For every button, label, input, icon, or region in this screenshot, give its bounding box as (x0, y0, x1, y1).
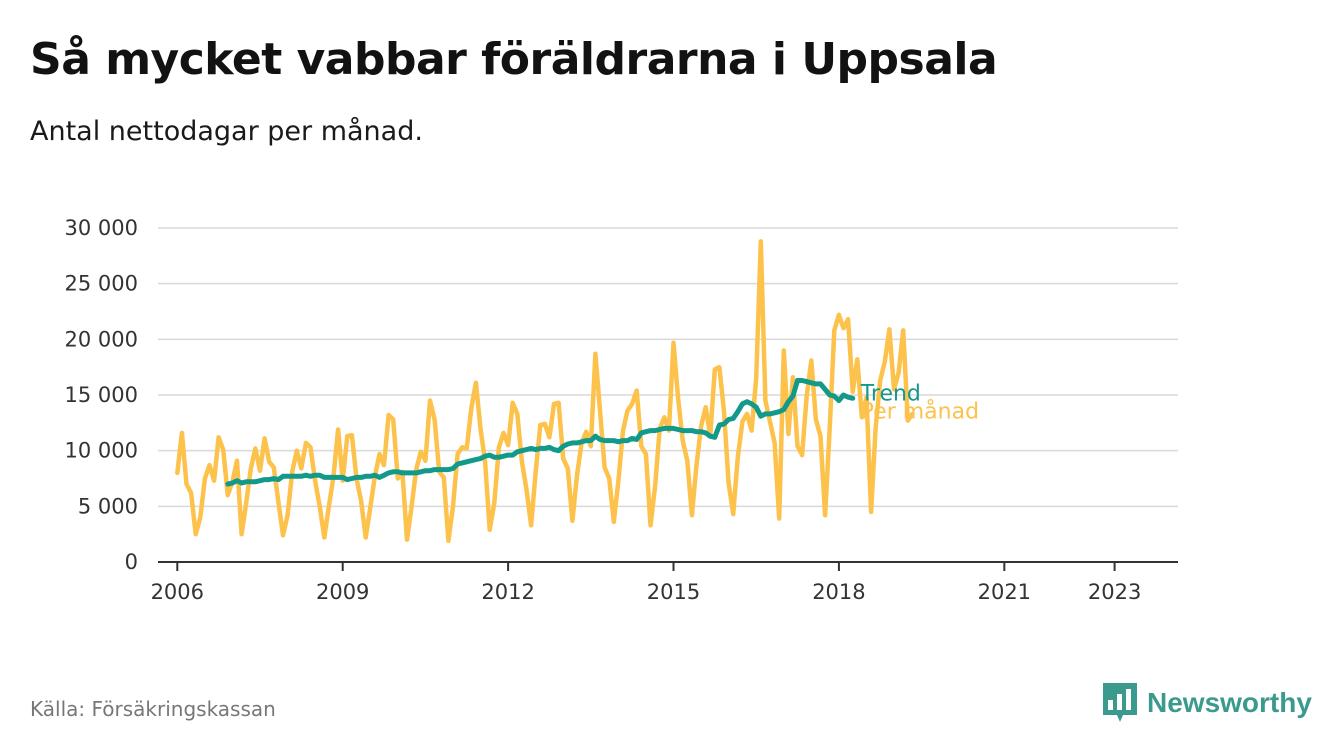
x-axis-ticks: 2006 2009 2012 2015 2018 2021 2023 (151, 562, 1141, 604)
line-chart: 0 5 000 10 000 15 000 20 000 25 000 30 000 200… (65, 216, 1178, 604)
chart-subtitle: Antal nettodagar per månad. (30, 116, 423, 147)
y-axis-ticks: 0 5 000 10 000 15 000 20 000 25 000 30 000 (65, 216, 138, 574)
y-tick-label: 15 000 (65, 383, 138, 407)
y-tick-label: 0 (125, 550, 138, 574)
series-label-per-manad: Per månad (861, 398, 979, 424)
brand-name: Newsworthy (1147, 687, 1312, 718)
series-lines (175, 239, 915, 544)
y-tick-label: 25 000 (65, 272, 138, 296)
x-tick-label: 2023 (1088, 580, 1141, 604)
x-tick-label: 2015 (647, 580, 700, 604)
brand-logo[interactable]: Newsworthy (1103, 683, 1312, 723)
x-tick-label: 2006 (151, 580, 204, 604)
x-tick-label: 2021 (978, 580, 1031, 604)
y-tick-label: 5 000 (78, 494, 138, 518)
y-tick-label: 10 000 (65, 439, 138, 463)
source-note: Källa: Försäkringskassan (30, 697, 276, 721)
series-line-trend (225, 378, 856, 487)
y-tick-label: 20 000 (65, 327, 138, 351)
chart-title: Så mycket vabbar föräldrarna i Uppsala (30, 34, 998, 85)
x-tick-label: 2009 (316, 580, 369, 604)
bar-chart-speech-bubble-icon (1103, 683, 1137, 722)
y-tick-label: 30 000 (65, 216, 138, 240)
x-tick-label: 2018 (812, 580, 865, 604)
x-tick-label: 2012 (481, 580, 534, 604)
series-label-trend: Trend (860, 381, 921, 406)
series-line-per-manad (175, 239, 915, 544)
